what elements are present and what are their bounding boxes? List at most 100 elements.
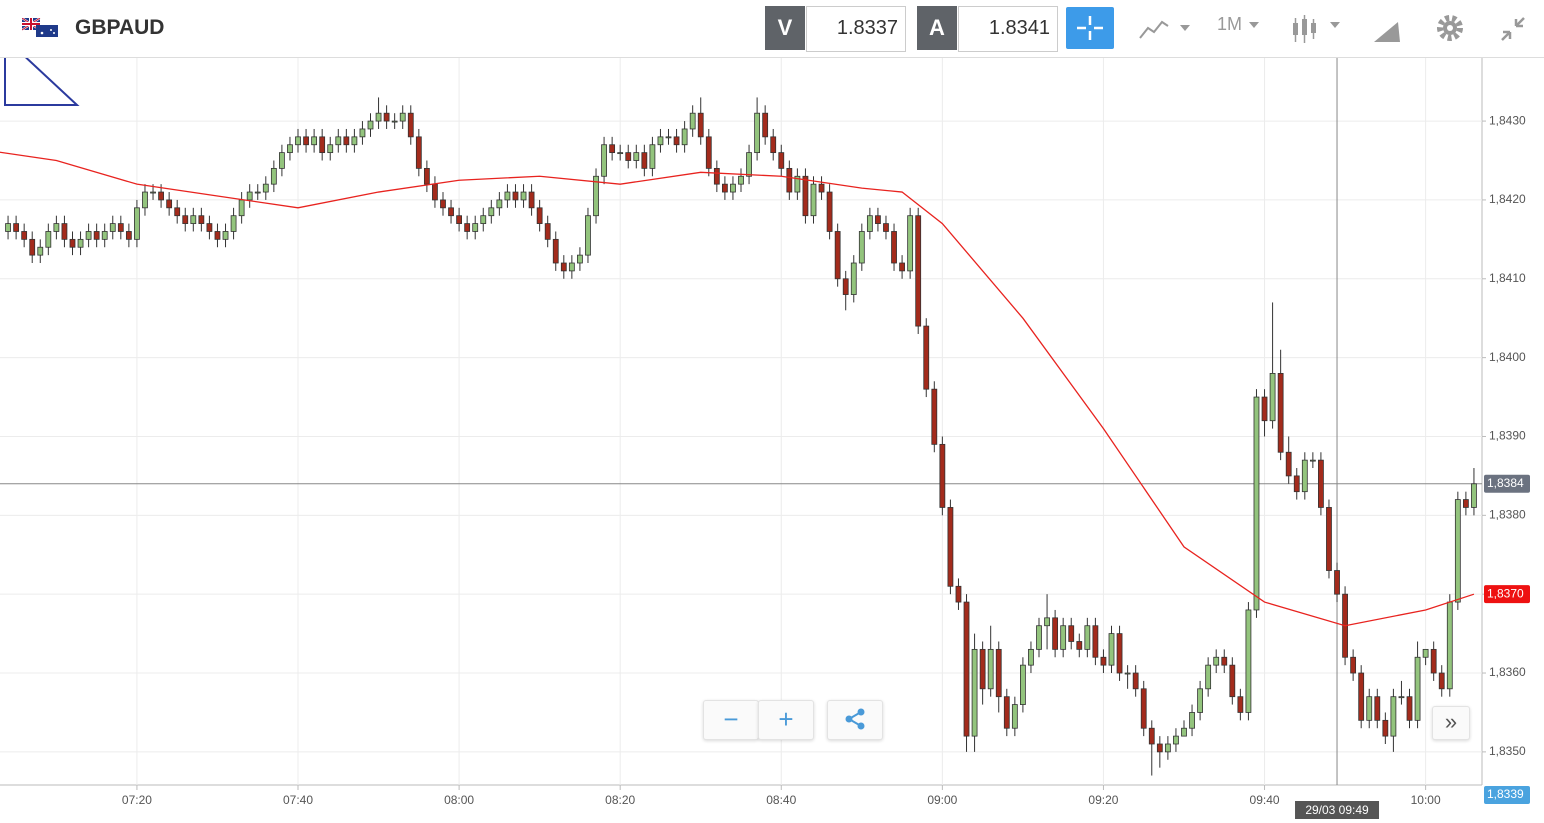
candle-body [230, 215, 237, 232]
candle-body [85, 231, 92, 240]
candle-body [552, 238, 559, 264]
candle-body [311, 136, 318, 146]
candle-body [955, 585, 962, 603]
price-marker-label: 1,8339 [1487, 787, 1524, 801]
candle-body [1374, 696, 1381, 721]
candle-body [1108, 633, 1115, 666]
x-tick-label: 10:00 [1411, 793, 1441, 807]
candle-body [383, 112, 390, 122]
candle-body [1430, 648, 1437, 674]
candle-body [29, 238, 36, 256]
candle-body [303, 136, 309, 146]
candle-body [198, 215, 205, 224]
candle-body [899, 262, 905, 272]
share-button[interactable] [827, 700, 883, 740]
candle-body [399, 112, 406, 122]
candle-body [61, 223, 68, 240]
candle-body [415, 136, 422, 169]
candle-body [617, 152, 624, 155]
candle-body [1438, 672, 1445, 690]
crosshair-button[interactable] [1066, 7, 1114, 49]
candle-body [182, 215, 189, 224]
candle-body [448, 207, 454, 217]
candle-body [480, 215, 487, 224]
candle-body [762, 112, 769, 138]
candle-body [1003, 696, 1010, 729]
candle-body [1285, 451, 1292, 477]
drawing-triangle[interactable] [4, 58, 80, 106]
candle-body [488, 207, 495, 217]
candle-body [142, 191, 148, 209]
candle-body [1052, 617, 1059, 650]
candle-body [1132, 672, 1139, 690]
candle-body [713, 167, 720, 185]
candle-body [971, 648, 978, 737]
candle-body [818, 183, 825, 193]
candle-body [13, 223, 20, 232]
timeframe-button[interactable]: 1M [1217, 14, 1243, 34]
candle-body [858, 231, 865, 264]
x-tick-label: 09:20 [1088, 793, 1118, 807]
scroll-end-button[interactable]: » [1432, 706, 1470, 740]
chart-type-button[interactable] [1138, 16, 1194, 42]
candle-body [432, 183, 438, 201]
candle-body [577, 254, 583, 264]
candle-body [1173, 735, 1179, 745]
candle-body [1350, 656, 1357, 674]
candle-body [697, 112, 704, 138]
x-tick-label: 07:40 [283, 793, 313, 807]
ask-label[interactable]: A [917, 6, 957, 50]
candle-body [1084, 625, 1091, 650]
price-marker-label: 1,8384 [1487, 476, 1524, 490]
candle-body [174, 207, 181, 217]
candle-body [866, 215, 873, 232]
candle-body [834, 231, 841, 280]
candle-body [1446, 601, 1453, 690]
candle-body [738, 175, 744, 185]
x-tick-label: 08:40 [766, 793, 796, 807]
zoom-in-button[interactable]: + [758, 700, 814, 740]
candle-body [1213, 656, 1220, 666]
candle-body [1140, 688, 1147, 729]
candle-body [391, 120, 398, 123]
candle-body [963, 601, 970, 737]
candle-body [359, 128, 366, 138]
draw-button[interactable] [1372, 14, 1402, 44]
indicators-button[interactable] [1290, 14, 1346, 44]
candle-body [1124, 672, 1131, 675]
y-tick-label: 1,8410 [1489, 271, 1526, 285]
zoom-out-button[interactable]: − [703, 700, 759, 740]
candle-body [37, 246, 44, 256]
price-marker-label: 1,8370 [1487, 586, 1524, 600]
candle-body [206, 223, 213, 232]
candle-body [826, 191, 833, 232]
bid-label[interactable]: V [765, 6, 805, 50]
candle-body [1221, 656, 1228, 666]
candle-body [93, 231, 100, 240]
candle-body [1205, 664, 1212, 690]
candle-body [673, 136, 680, 146]
candle-body [778, 152, 785, 169]
bid-box[interactable] [806, 6, 906, 52]
candle-body [979, 648, 986, 690]
candle-body [609, 144, 616, 154]
price-marker [1484, 474, 1530, 493]
candle-body [568, 262, 575, 272]
candle-body [850, 262, 857, 295]
candle-body [45, 231, 52, 248]
candle-body [721, 183, 728, 193]
candle-body [456, 215, 462, 224]
candle-body [649, 144, 656, 169]
settings-button[interactable] [1434, 12, 1466, 44]
candle-body [1116, 633, 1123, 674]
ask-box[interactable] [958, 6, 1058, 52]
candle-body [1092, 625, 1099, 658]
candle-body [1028, 648, 1034, 666]
candle-body [1414, 656, 1421, 721]
collapse-button[interactable] [1498, 14, 1528, 44]
candle-body [335, 136, 342, 146]
candle-body [939, 443, 946, 508]
candle-body [593, 175, 599, 217]
ask-price: 1.8341 [988, 17, 1050, 39]
